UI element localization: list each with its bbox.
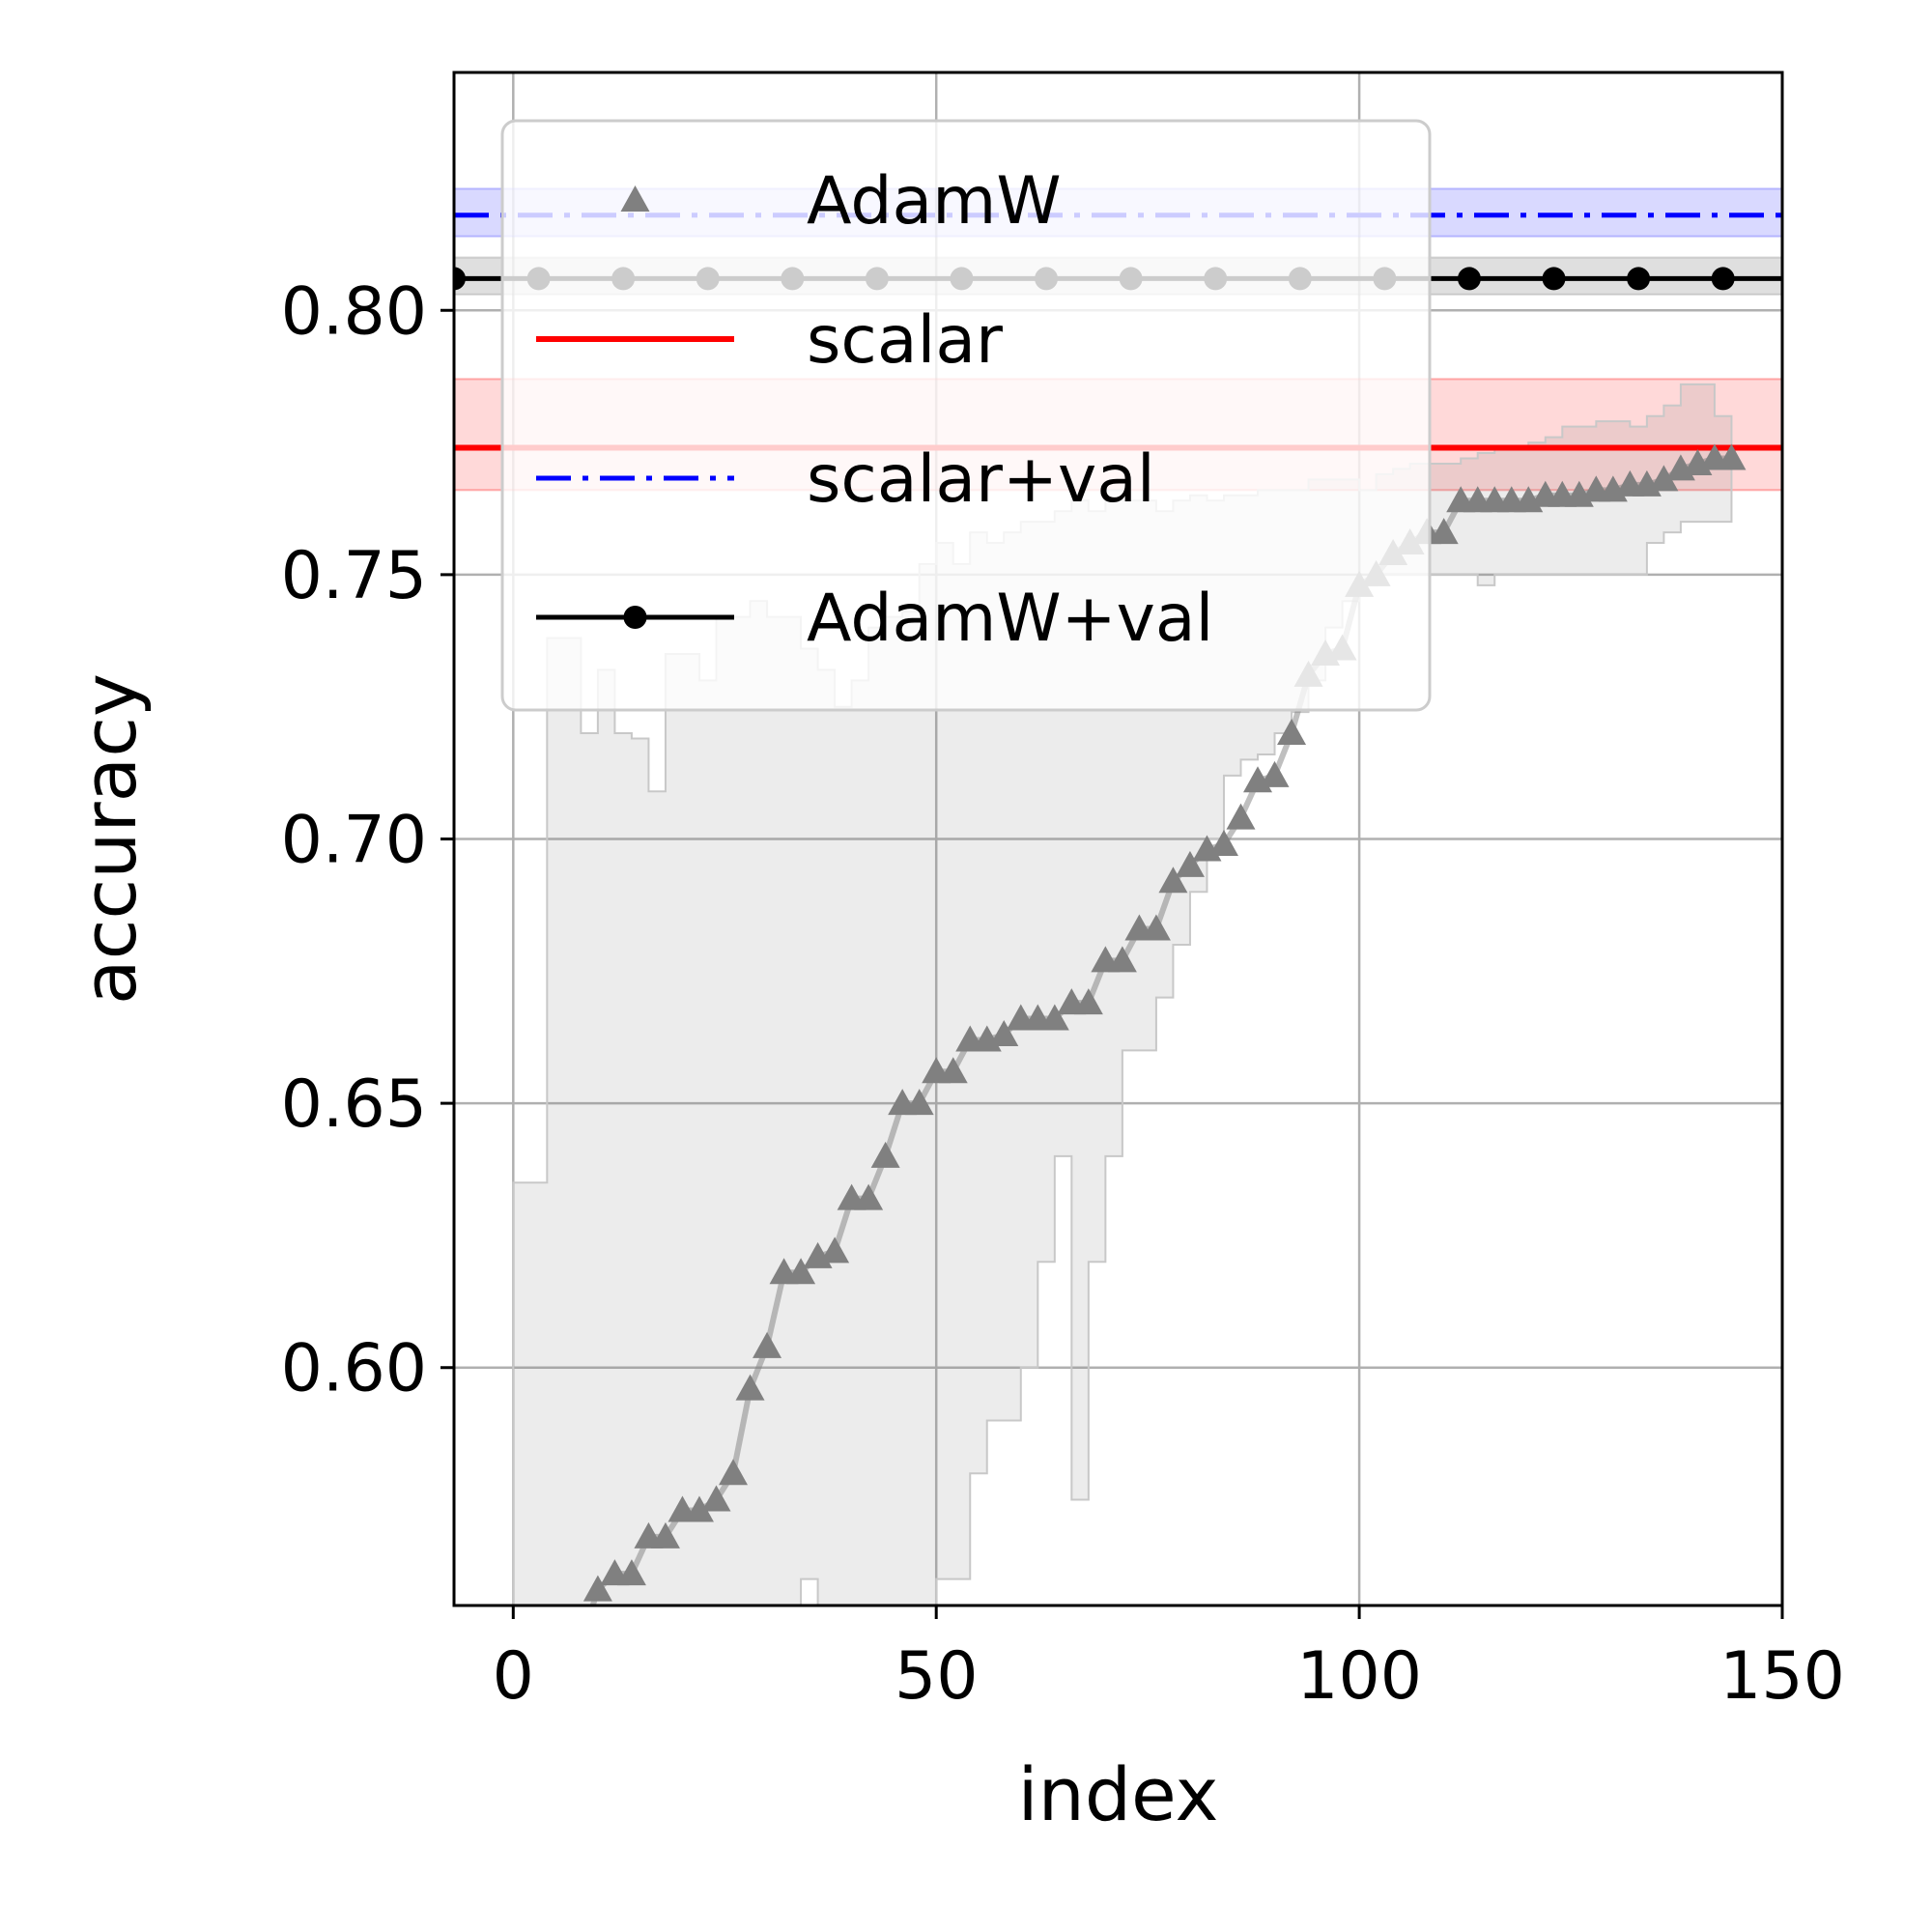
x-tick-label: 150	[1719, 1638, 1845, 1715]
adamw-marker	[719, 1459, 749, 1486]
adamw-marker	[1073, 988, 1103, 1015]
adamw-marker	[532, 1681, 561, 1707]
legend: AdamW scalar scalar+val AdamW+val	[500, 119, 1432, 712]
x-tick-label: 100	[1296, 1638, 1422, 1715]
adamw-marker	[735, 1374, 765, 1401]
adamw-marker	[1429, 518, 1459, 545]
adamw-marker	[1175, 850, 1205, 877]
adamw-marker	[989, 1019, 1019, 1046]
legend-label-scalar: scalar	[807, 302, 1003, 379]
adamw-marker	[753, 1331, 782, 1358]
adamw-marker	[1107, 946, 1137, 973]
adamw-marker	[786, 1258, 816, 1285]
adamw-marker	[1717, 443, 1747, 470]
adamw-marker	[498, 1776, 527, 1803]
adamw-marker	[1277, 719, 1307, 746]
adamw-marker	[1260, 760, 1290, 787]
adamw-marker	[1226, 803, 1256, 830]
x-tick-label: 0	[493, 1638, 534, 1715]
legend-label-adamw: AdamW	[807, 163, 1062, 240]
adamw-marker	[616, 1559, 646, 1586]
legend-label-scalar-val: scalar+val	[807, 441, 1155, 518]
legend-box	[500, 119, 1432, 712]
axis-ticks: 0 50 100 150 0.60 0.65 0.70 0.75 0.80	[281, 273, 1845, 1715]
adamw-marker	[650, 1521, 680, 1548]
adamw-marker	[1141, 914, 1171, 941]
adamw-val-marker	[1627, 267, 1651, 291]
legend-adamw-triangle-icon	[620, 185, 650, 212]
adamw-marker	[1039, 1004, 1069, 1031]
x-tick-label: 50	[895, 1638, 979, 1715]
adamw-marker	[1208, 829, 1238, 856]
legend-adamw-val-circle-icon	[623, 606, 647, 629]
y-axis-label: accuracy	[67, 673, 153, 1005]
adamw-marker	[904, 1089, 934, 1116]
adamw-marker	[870, 1141, 900, 1168]
y-tick-label: 0.80	[281, 273, 427, 350]
y-tick-label: 0.75	[281, 538, 427, 614]
adamw-marker	[938, 1057, 968, 1084]
adamw-val-marker	[454, 267, 466, 291]
y-tick-label: 0.60	[281, 1331, 427, 1407]
adamw-val-marker	[1457, 267, 1481, 291]
adamw-marker	[566, 1628, 595, 1654]
x-axis-label: index	[1018, 1751, 1219, 1837]
adamw-marker	[582, 1575, 612, 1602]
adamw-val-marker	[1711, 267, 1735, 291]
y-tick-label: 0.70	[281, 803, 427, 879]
adamw-marker	[820, 1236, 850, 1264]
adamw-marker	[1649, 465, 1679, 492]
adamw-val-marker	[1542, 267, 1566, 291]
adamw-marker	[1158, 867, 1188, 894]
adamw-marker	[701, 1485, 731, 1512]
adamw-marker	[684, 1495, 714, 1522]
y-tick-label: 0.65	[281, 1066, 427, 1143]
legend-label-adamw-val: AdamW+val	[807, 581, 1213, 657]
adamw-marker	[854, 1183, 884, 1210]
